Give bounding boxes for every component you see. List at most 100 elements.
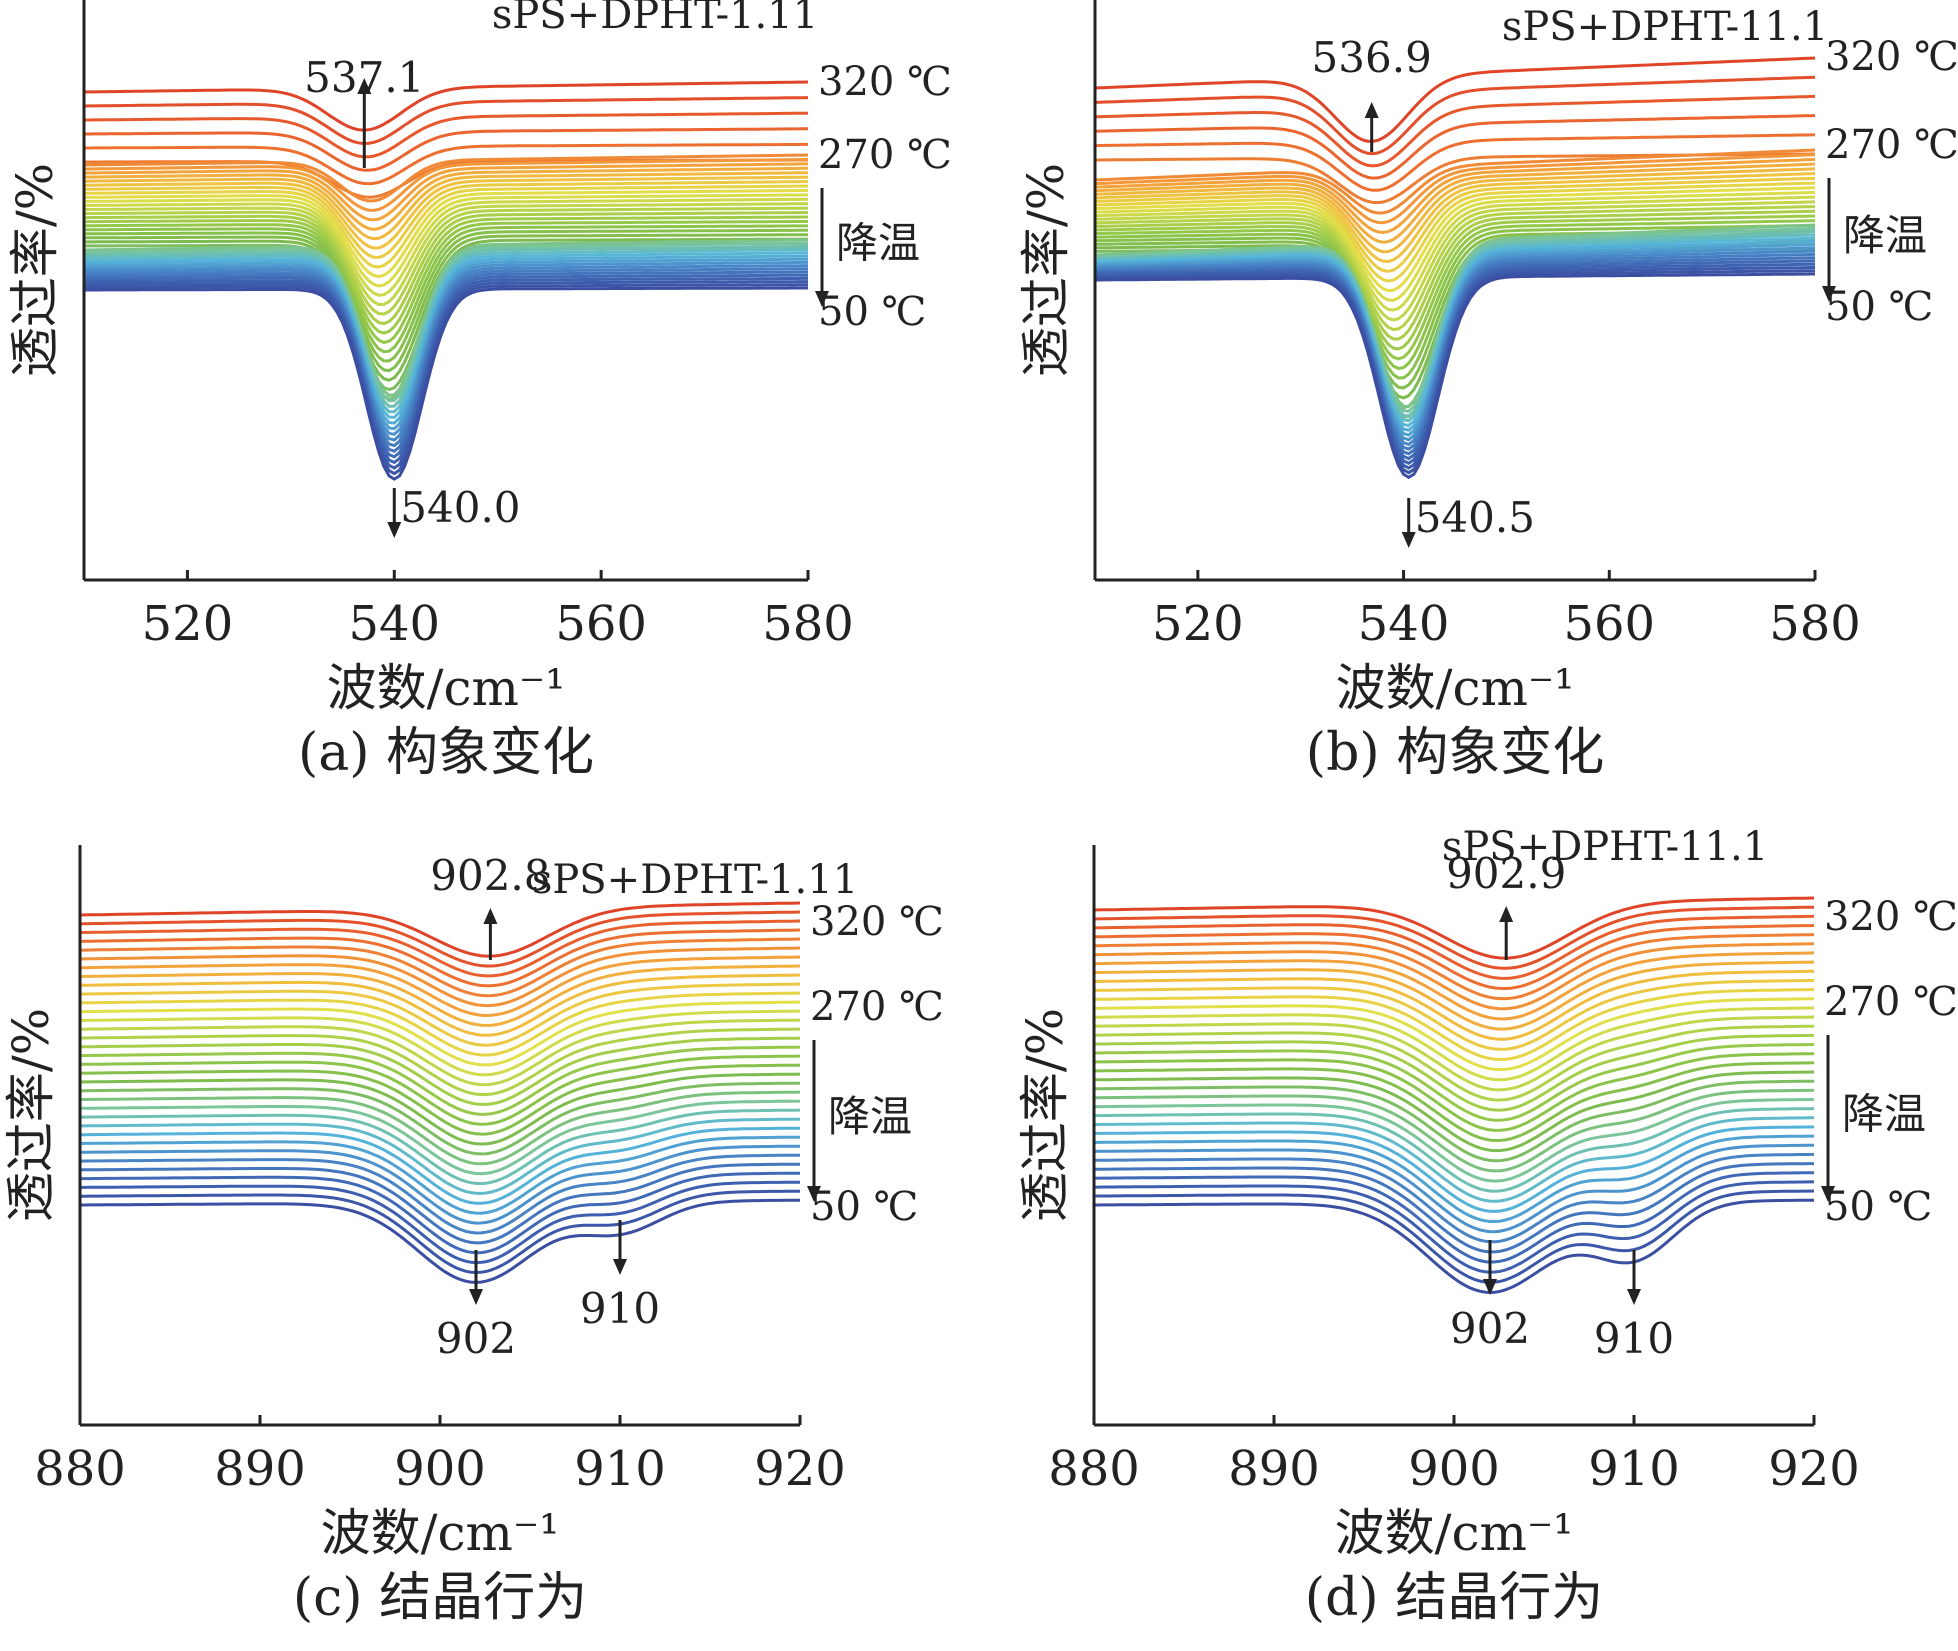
peak-arrow-down-head bbox=[613, 1259, 627, 1275]
spectrum-line-20 bbox=[1094, 209, 1816, 341]
x-tick-label: 890 bbox=[1228, 1441, 1320, 1497]
spectrum-line-32 bbox=[1094, 1180, 1814, 1274]
temperature-label: 320 ℃ bbox=[810, 899, 944, 945]
panel-caption: (c) 结晶行为 bbox=[293, 1568, 587, 1628]
cooling-arrow-head bbox=[1822, 286, 1836, 302]
spectrum-line-40 bbox=[84, 273, 808, 459]
peak-label: 902.8 bbox=[430, 851, 550, 900]
spectrum-line-8 bbox=[79, 964, 801, 1027]
spectrum-line-15 bbox=[80, 1027, 800, 1096]
spectrum-line-13 bbox=[1093, 1006, 1815, 1082]
temperature-label: 320 ℃ bbox=[818, 59, 952, 105]
spectrum-line-25 bbox=[83, 233, 808, 373]
spectrum-line-10 bbox=[84, 166, 808, 231]
spectrum-line-14 bbox=[84, 184, 809, 269]
spectrum-line-13 bbox=[83, 180, 808, 259]
spectrum-line-29 bbox=[79, 1153, 800, 1235]
spectrum-line-36 bbox=[83, 260, 808, 436]
spectrum-line-8 bbox=[1094, 153, 1816, 225]
spectrum-line-4 bbox=[1094, 114, 1816, 180]
spectrum-line-18 bbox=[1094, 200, 1816, 322]
spectrum-line-24 bbox=[1094, 1107, 1815, 1193]
x-tick-label: 520 bbox=[1152, 596, 1244, 652]
cooling-arrow-head bbox=[815, 291, 829, 307]
spectrum-line-1 bbox=[83, 80, 809, 132]
spectrum-line-38 bbox=[84, 267, 808, 448]
x-tick-label: 920 bbox=[754, 1441, 846, 1497]
peak-label: 910 bbox=[1594, 1314, 1674, 1363]
x-axis-title: 波数/cm⁻¹ bbox=[321, 1504, 560, 1562]
spectrum-line-8 bbox=[1093, 960, 1815, 1031]
spectrum-line-25 bbox=[80, 1117, 801, 1195]
peak-label: 902 bbox=[436, 1314, 516, 1363]
peak-label: 537.1 bbox=[304, 53, 424, 102]
peak-arrow-down-head bbox=[387, 522, 402, 538]
spectrum-line-12 bbox=[79, 1000, 800, 1067]
spectrum-line-22 bbox=[1094, 1088, 1815, 1173]
temperature-label: 320 ℃ bbox=[1824, 894, 1958, 940]
spectrum-line-28 bbox=[1093, 1143, 1814, 1234]
spectrum-line-3 bbox=[84, 111, 808, 159]
spectrum-line-7 bbox=[1094, 148, 1816, 215]
spectrum-line-2 bbox=[1094, 905, 1814, 970]
temperature-label: 270 ℃ bbox=[818, 132, 952, 178]
series-group bbox=[79, 901, 801, 1284]
x-tick-label: 900 bbox=[394, 1441, 486, 1497]
temperature-label: 320 ℃ bbox=[1825, 34, 1958, 80]
spectrum-line-15 bbox=[1093, 1024, 1815, 1102]
spectrum-line-28 bbox=[79, 1144, 800, 1225]
spectrum-line-34 bbox=[1094, 1198, 1814, 1295]
cooling-label: 降温 bbox=[836, 219, 920, 268]
spectrum-line-44 bbox=[84, 286, 808, 481]
spectrum-line-11 bbox=[83, 171, 809, 241]
temperature-label: 270 ℃ bbox=[810, 984, 944, 1030]
spectrum-line-18 bbox=[79, 1054, 801, 1126]
x-axis-title: 波数/cm⁻¹ bbox=[327, 659, 566, 717]
x-axis-title: 波数/cm⁻¹ bbox=[1335, 1504, 1574, 1562]
series-group bbox=[1094, 56, 1816, 480]
spectrum-line-7 bbox=[83, 153, 809, 203]
spectrum-line-31 bbox=[84, 244, 809, 408]
peak-label: 536.9 bbox=[1312, 33, 1432, 82]
spectrum-line-17 bbox=[79, 1045, 801, 1116]
x-tick-label: 920 bbox=[1768, 1441, 1860, 1497]
x-tick-label: 910 bbox=[574, 1441, 666, 1497]
peak-arrow-down-head bbox=[469, 1289, 483, 1305]
spectrum-line-14 bbox=[1094, 181, 1816, 283]
peak-label: 902 bbox=[1450, 1304, 1530, 1353]
x-tick-label: 560 bbox=[1563, 596, 1655, 652]
panel-a: 520 540 560 580 波数/cm⁻¹ 透过率/% (a) 构象变化 sPS+DPHT… bbox=[6, 0, 952, 783]
spectrum-line-20 bbox=[1094, 1070, 1815, 1153]
temperature-label: 50 ℃ bbox=[810, 1184, 918, 1230]
spectrum-line-22 bbox=[80, 1090, 801, 1166]
spectrum-line-4 bbox=[1093, 924, 1815, 991]
sample-label: sPS+DPHT-1.11 bbox=[532, 857, 858, 903]
spectrum-line-5 bbox=[84, 142, 808, 186]
spectrum-line-16 bbox=[84, 193, 808, 288]
cooling-arrow-head bbox=[807, 1186, 821, 1202]
spectrum-line-33 bbox=[1093, 1189, 1815, 1284]
spectrum-line-14 bbox=[1093, 1015, 1815, 1092]
spectrum-line-30 bbox=[80, 1162, 800, 1245]
spectrum-line-21 bbox=[79, 1081, 801, 1156]
spectrum-line-23 bbox=[80, 1099, 801, 1176]
spectrum-line-31 bbox=[80, 1171, 800, 1255]
spectrum-line-6 bbox=[1093, 942, 1815, 1011]
spectrum-line-2 bbox=[83, 96, 809, 146]
spectrum-line-24 bbox=[84, 228, 808, 363]
x-axis-title: 波数/cm⁻¹ bbox=[1336, 659, 1575, 717]
spectrum-line-16 bbox=[1094, 190, 1816, 302]
spectrum-line-12 bbox=[1094, 172, 1816, 264]
spectrum-line-31 bbox=[1093, 1171, 1815, 1264]
temperature-label: 270 ℃ bbox=[1825, 122, 1958, 168]
sample-label: sPS+DPHT-1.11 bbox=[492, 0, 818, 38]
spectrum-line-27 bbox=[1094, 1134, 1814, 1223]
spectrum-line-6 bbox=[80, 946, 801, 1008]
spectrum-line-27 bbox=[79, 1135, 800, 1215]
x-tick-label: 540 bbox=[348, 596, 440, 652]
spectrum-line-26 bbox=[80, 1126, 800, 1205]
x-tick-label: 520 bbox=[142, 596, 234, 652]
panel-b: 520 540 560 580 波数/cm⁻¹ 透过率/% (b) 构象变化 sPS+DPHT… bbox=[1017, 0, 1958, 783]
spectrum-line-3 bbox=[1093, 914, 1815, 980]
